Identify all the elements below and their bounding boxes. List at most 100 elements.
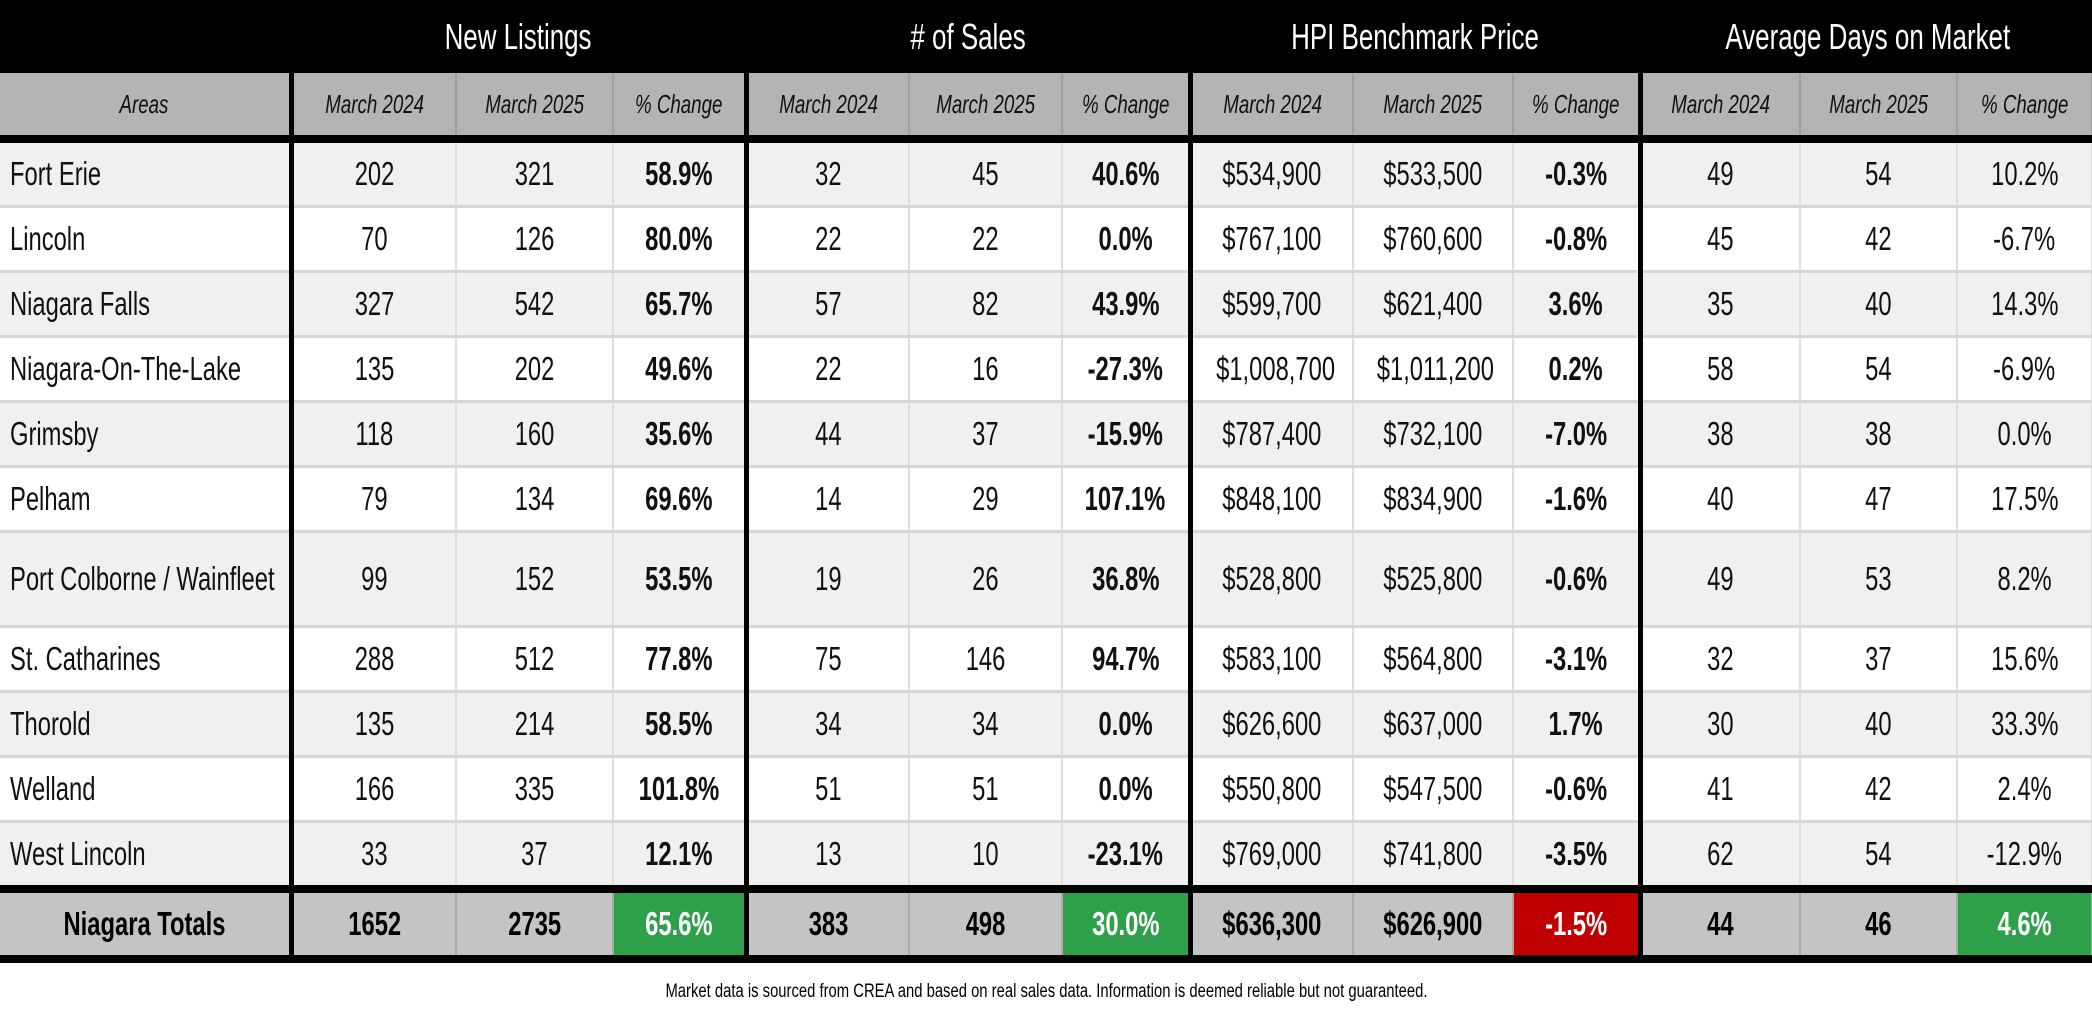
area-name: Fort Erie [0,139,294,208]
value-cell: 22 [909,206,1064,273]
cell-value: 65.7% [645,285,713,322]
percent-change-cell: -23.1% [1062,821,1193,891]
cell-value: $834,900 [1383,480,1483,517]
percent-change-cell: 35.6% [613,401,749,468]
percent-change-cell: -27.3% [1062,336,1193,403]
cell-value: 49 [1707,560,1735,597]
percent-change-cell: 15.6% [1957,626,2092,693]
value-cell: $564,800 [1353,626,1515,693]
column-header-m2025: March 2025 [909,73,1064,143]
percent-change-cell: 3.6% [1513,271,1643,338]
cell-value: 47 [1865,480,1892,517]
value-cell: 54 [1800,821,1959,891]
cell-value: -7.0% [1544,415,1607,452]
cell-value: 12.1% [645,835,713,872]
cell-value: 54 [1865,835,1892,872]
cell-value: 0.0% [1098,220,1153,257]
total-value-cell: $626,900 [1353,885,1515,963]
value-cell: 512 [456,626,614,693]
table-row: St. Catharines 288 512 77.8% 75 146 94.7% $583,… [0,626,2092,693]
percent-change-cell: -0.3% [1513,139,1643,208]
cell-value: 1652 [347,905,401,942]
cell-value: 34 [815,705,842,742]
column-header-areas: Areas [0,73,294,143]
value-cell: $787,400 [1190,401,1355,468]
percent-change-cell: 94.7% [1062,626,1193,693]
cell-value: $533,500 [1383,155,1483,192]
cell-value: $547,500 [1383,770,1483,807]
value-cell: 47 [1800,466,1959,533]
group-hpi: HPI Benchmark Price [1190,0,1643,73]
cell-value: 146 [965,640,1006,677]
column-header-label: March 2024 [778,88,878,119]
totals-label: Niagara Totals [0,885,294,963]
cell-value: 40 [1707,480,1735,517]
cell-value: $525,800 [1383,560,1483,597]
value-cell: 13 [746,821,911,891]
table-row: Niagara Falls 327 542 65.7% 57 82 43.9% $599,70… [0,271,2092,338]
area-label: Niagara Falls [10,285,150,322]
cell-value: 51 [972,770,999,807]
value-cell: 35 [1640,271,1802,338]
column-header-m2025: March 2025 [456,73,614,143]
percent-change-cell: 0.0% [1062,756,1193,823]
cell-value: -15.9% [1087,415,1163,452]
cell-value: 214 [514,705,555,742]
area-name: Thorold [0,691,294,758]
cell-value: 53 [1865,560,1892,597]
value-cell: 160 [456,401,614,468]
cell-value: 26 [972,560,999,597]
value-cell: 166 [291,756,457,823]
cell-value: 69.6% [645,480,713,517]
percent-change-cell: 58.9% [613,139,749,208]
totals-row: Niagara Totals 1652 2735 65.6% 383 498 30.0% $6… [0,885,2092,963]
value-cell: 51 [909,756,1064,823]
value-cell: 16 [909,336,1064,403]
cell-value: 77.8% [645,640,713,677]
table-row: Fort Erie 202 321 58.9% 32 45 40.6% $534,900 $53… [0,139,2092,208]
value-cell: 40 [1800,271,1959,338]
cell-value: -12.9% [1986,835,2063,872]
area-label: Lincoln [10,220,86,257]
cell-value: 327 [354,285,395,322]
column-header-label: % Change [1980,88,2069,119]
value-cell: 99 [291,531,457,628]
cell-value: 135 [354,350,395,387]
value-cell: 202 [456,336,614,403]
cell-value: 22 [815,220,842,257]
cell-value: 202 [514,350,555,387]
cell-value: 45 [1707,220,1735,257]
column-header-label: March 2025 [485,88,584,119]
table-row: Lincoln 70 126 80.0% 22 22 0.0% $767,100 $760,60… [0,206,2092,273]
cell-value: 33 [361,835,388,872]
percent-change-cell: 1.7% [1513,691,1643,758]
cell-value: 126 [514,220,555,257]
value-cell: 53 [1800,531,1959,628]
value-cell: 38 [1640,401,1802,468]
cell-value: $636,300 [1222,905,1322,942]
cell-value: 383 [808,905,849,942]
value-cell: 202 [291,139,457,208]
value-cell: 37 [1800,626,1959,693]
value-cell: 54 [1800,139,1959,208]
area-name: St. Catharines [0,626,294,693]
table-row: Welland 166 335 101.8% 51 51 0.0% $550,800 $547,… [0,756,2092,823]
percent-change-cell: 80.0% [613,206,749,273]
value-cell: $732,100 [1353,401,1515,468]
percent-change-cell: -7.0% [1513,401,1643,468]
value-cell: 30 [1640,691,1802,758]
cell-value: 107.1% [1084,480,1166,517]
area-label: Pelham [10,480,91,517]
area-name: West Lincoln [0,821,294,891]
percent-change-cell: 0.2% [1513,336,1643,403]
area-label: St. Catharines [10,640,161,677]
cell-value: 13 [815,835,842,872]
cell-value: 16 [972,350,999,387]
value-cell: 44 [746,401,911,468]
cell-value: $564,800 [1383,640,1483,677]
cell-value: 134 [514,480,555,517]
total-percent-change-cell: -1.5% [1513,885,1643,963]
value-cell: 54 [1800,336,1959,403]
percent-change-cell: -1.6% [1513,466,1643,533]
value-cell: 26 [909,531,1064,628]
